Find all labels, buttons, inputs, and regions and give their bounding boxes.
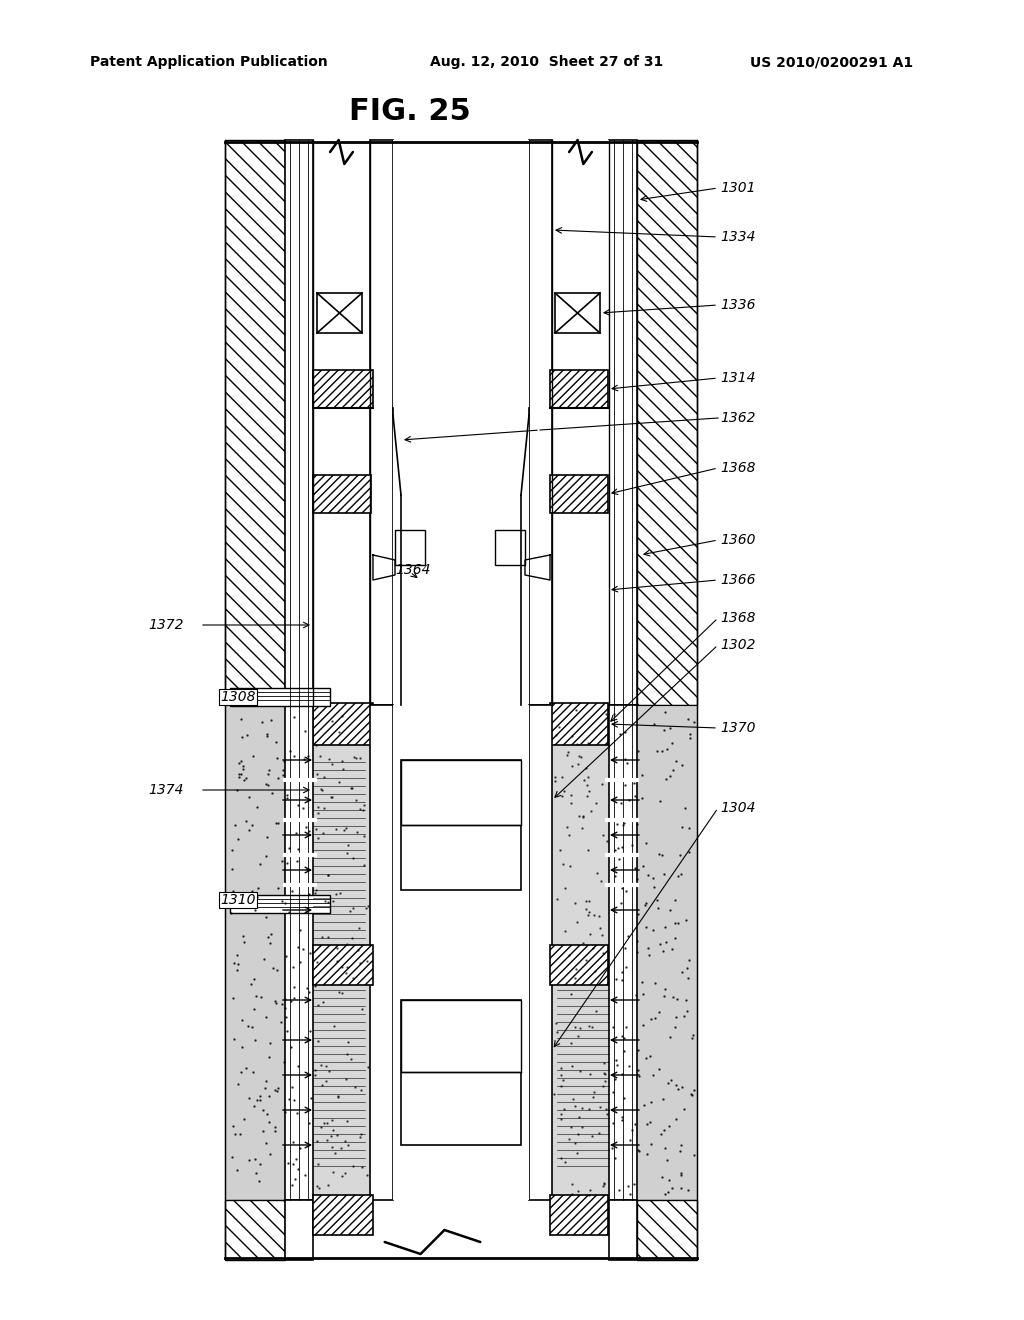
Bar: [313, 475, 371, 513]
Text: US 2010/0200291 A1: US 2010/0200291 A1: [750, 55, 913, 69]
Bar: [529, 140, 552, 705]
Bar: [395, 531, 425, 565]
Bar: [317, 293, 362, 333]
Text: 1301: 1301: [720, 181, 756, 195]
Bar: [550, 370, 608, 408]
Bar: [550, 704, 608, 744]
Text: 1374: 1374: [148, 783, 183, 797]
Bar: [609, 705, 637, 1200]
Bar: [225, 140, 285, 705]
Bar: [552, 140, 609, 705]
Text: 1308: 1308: [220, 690, 256, 704]
Bar: [225, 705, 315, 1200]
Text: 1368: 1368: [720, 611, 756, 624]
Bar: [529, 705, 552, 1200]
Bar: [550, 1195, 608, 1236]
Bar: [401, 760, 521, 825]
Bar: [550, 475, 608, 513]
Bar: [637, 1200, 697, 1261]
Bar: [609, 140, 637, 705]
Text: 1362: 1362: [720, 411, 756, 425]
Text: 1334: 1334: [720, 230, 756, 244]
Text: 1336: 1336: [720, 298, 756, 312]
Text: Patent Application Publication: Patent Application Publication: [90, 55, 328, 69]
Bar: [313, 704, 373, 744]
Bar: [313, 705, 370, 1200]
Text: 1304: 1304: [720, 801, 756, 814]
Text: 1314: 1314: [720, 371, 756, 385]
Text: 1368: 1368: [720, 461, 756, 475]
Bar: [607, 705, 697, 1200]
Text: Aug. 12, 2010  Sheet 27 of 31: Aug. 12, 2010 Sheet 27 of 31: [430, 55, 664, 69]
Bar: [313, 945, 373, 985]
Bar: [225, 1200, 285, 1261]
Bar: [285, 140, 313, 705]
Text: 1302: 1302: [720, 638, 756, 652]
Bar: [401, 760, 521, 890]
Bar: [550, 945, 608, 985]
Text: 1360: 1360: [720, 533, 756, 546]
Bar: [370, 705, 393, 1200]
Bar: [313, 1195, 373, 1236]
Bar: [401, 1001, 521, 1144]
Bar: [285, 705, 313, 1200]
Text: FIG. 25: FIG. 25: [349, 98, 471, 127]
Bar: [313, 370, 373, 408]
Text: 1370: 1370: [720, 721, 756, 735]
Bar: [555, 293, 600, 333]
Bar: [370, 140, 393, 705]
Bar: [230, 895, 330, 913]
Bar: [285, 1200, 313, 1261]
Bar: [393, 705, 529, 1200]
Bar: [552, 705, 609, 1200]
Bar: [401, 1001, 521, 1072]
Text: 1372: 1372: [148, 618, 183, 632]
Bar: [393, 140, 529, 705]
Text: 1310: 1310: [220, 894, 256, 907]
Text: 1364: 1364: [395, 564, 430, 577]
Bar: [637, 140, 697, 705]
Bar: [609, 1200, 637, 1261]
Bar: [230, 688, 330, 706]
Bar: [313, 140, 370, 705]
Text: 1366: 1366: [720, 573, 756, 587]
Bar: [495, 531, 525, 565]
